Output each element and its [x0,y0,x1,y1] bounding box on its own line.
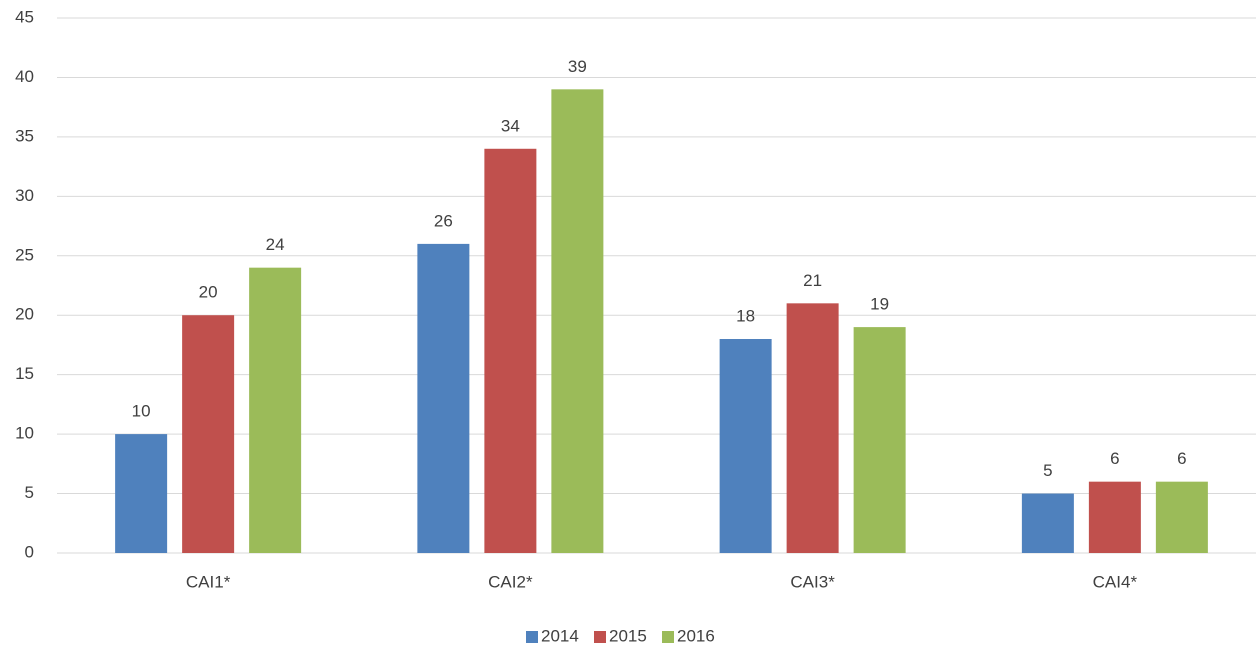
legend-label: 2014 [541,626,579,645]
bar [1021,493,1074,553]
y-tick-label: 45 [15,7,34,26]
x-tick-label: CAI4* [1093,572,1138,591]
data-label: 24 [266,235,285,254]
bar [115,434,168,553]
y-tick-label: 15 [15,364,34,383]
data-label: 19 [870,295,889,314]
data-label: 34 [501,116,520,135]
bar [484,148,537,553]
legend-swatch [594,631,606,643]
data-label: 20 [199,283,218,302]
data-label: 21 [803,271,822,290]
y-tick-label: 5 [25,483,34,502]
bar [417,243,470,553]
bar [1088,481,1141,553]
y-tick-label: 40 [15,67,34,86]
y-tick-label: 0 [25,542,34,561]
bar [1155,481,1208,553]
data-label: 39 [568,57,587,76]
bar [853,327,906,553]
x-tick-label: CAI3* [790,572,835,591]
data-label: 26 [434,211,453,230]
data-label: 18 [736,306,755,325]
bar [719,339,772,553]
bar [551,89,604,553]
legend-label: 2016 [677,626,715,645]
y-tick-label: 10 [15,424,34,443]
y-tick-label: 35 [15,126,34,145]
bar [182,315,235,553]
bar [249,267,302,553]
data-label: 5 [1043,461,1052,480]
data-label: 10 [132,402,151,421]
legend-label: 2015 [609,626,647,645]
y-tick-label: 25 [15,245,34,264]
x-tick-label: CAI2* [488,572,533,591]
data-label: 6 [1177,449,1186,468]
x-tick-label: CAI1* [186,572,231,591]
bar [786,303,839,553]
legend-swatch [662,631,674,643]
legend-swatch [526,631,538,643]
y-tick-label: 30 [15,186,34,205]
y-tick-label: 20 [15,305,34,324]
data-label: 6 [1110,449,1119,468]
